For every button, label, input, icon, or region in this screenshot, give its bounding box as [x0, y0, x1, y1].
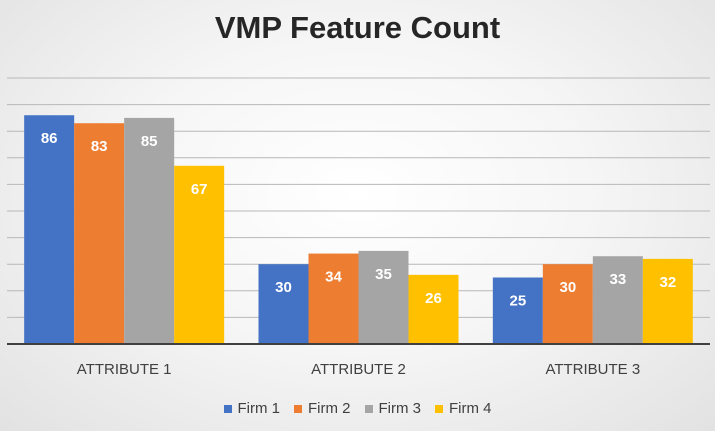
legend-item: Firm 4: [435, 400, 492, 417]
data-label: 67: [191, 181, 208, 198]
bar: [258, 264, 309, 344]
data-label: 26: [425, 290, 442, 307]
data-label: 32: [659, 274, 676, 291]
bar: [74, 123, 125, 344]
bar: [24, 115, 75, 345]
category-label: ATTRIBUTE 1: [77, 361, 172, 378]
bar: [124, 117, 175, 345]
bar: [642, 258, 693, 344]
bar: [308, 253, 359, 344]
data-label: 34: [325, 269, 342, 286]
bar: [592, 256, 643, 344]
data-label: 25: [509, 293, 526, 310]
category-label: ATTRIBUTE 3: [545, 361, 640, 378]
bar: [542, 264, 593, 344]
legend-label: Firm 4: [449, 400, 492, 417]
legend-item: Firm 2: [294, 400, 351, 417]
data-label: 30: [559, 279, 576, 296]
legend-label: Firm 3: [378, 400, 422, 417]
bar: [492, 277, 543, 344]
legend-swatch: [435, 404, 443, 413]
bar: [174, 165, 225, 344]
legend-swatch: [364, 404, 373, 413]
data-label: 85: [141, 133, 158, 150]
data-label: 86: [41, 130, 58, 147]
bar: [408, 274, 459, 344]
legend-label: Firm 1: [237, 400, 281, 417]
chart-title: VMP Feature Count: [214, 10, 501, 45]
legend-swatch: [223, 404, 232, 413]
data-label: 30: [275, 279, 292, 296]
legend: Firm 1 Firm 2 Firm 3 Firm 4: [0, 400, 715, 417]
legend-item: Firm 3: [364, 400, 422, 417]
category-label: ATTRIBUTE 2: [311, 361, 406, 378]
legend-swatch: [294, 404, 302, 413]
data-label: 83: [91, 138, 108, 155]
legend-label: Firm 2: [308, 400, 351, 417]
legend-item: Firm 1: [223, 400, 281, 417]
bar: [358, 250, 409, 344]
data-label: 33: [609, 271, 626, 288]
data-label: 35: [375, 266, 392, 283]
